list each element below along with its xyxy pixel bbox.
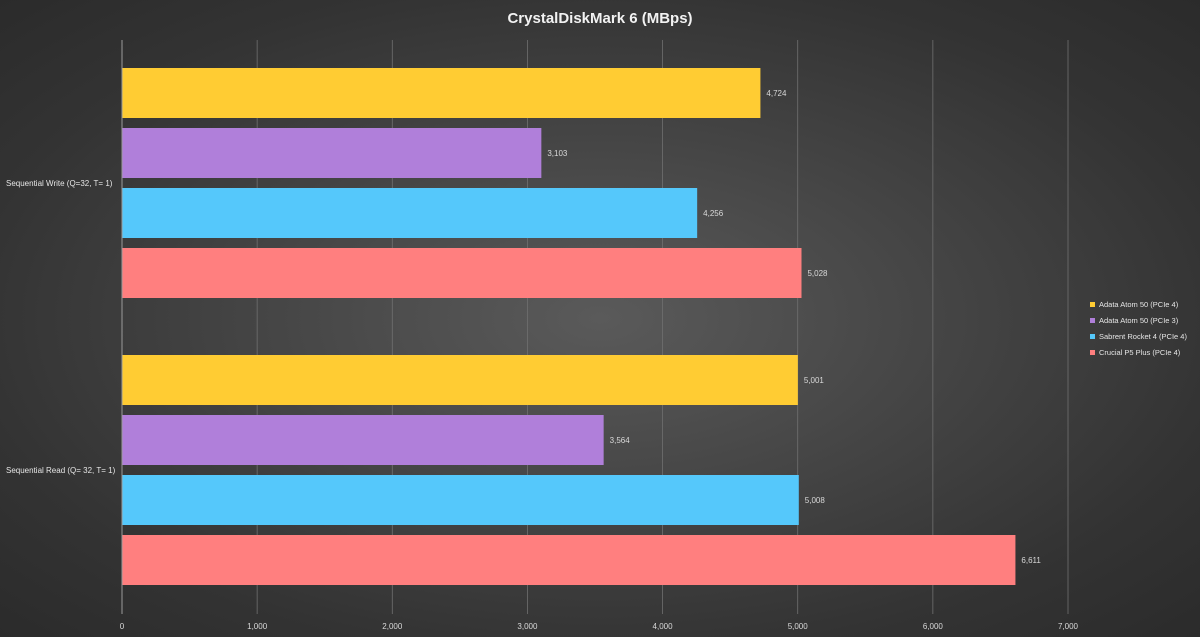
x-tick-label: 4,000 — [653, 622, 674, 631]
bar — [122, 535, 1016, 585]
bar — [122, 355, 798, 405]
category-labels: Sequential Write (Q=32, T= 1) Sequential … — [6, 179, 116, 475]
data-label: 5,028 — [807, 269, 828, 278]
x-tick-label: 0 — [120, 622, 125, 631]
grid-lines — [256, 40, 1069, 614]
x-tick-label: 6,000 — [923, 622, 944, 631]
category-label: Sequential Write (Q=32, T= 1) — [6, 179, 113, 188]
x-tick-label: 3,000 — [517, 622, 538, 631]
data-labels: 4,724 3,103 4,256 5,028 5,001 3,564 5,008 6,611 — [547, 89, 1041, 565]
legend-label: Adata Atom 50 (PCIe 4) — [1099, 300, 1179, 309]
x-axis-ticks: 0 1,000 2,000 3,000 4,000 5,000 6,000 7,000 — [120, 622, 1079, 631]
bar — [122, 248, 802, 298]
legend-swatch — [1090, 334, 1095, 339]
data-label: 6,611 — [1021, 556, 1041, 565]
x-tick-label: 1,000 — [247, 622, 268, 631]
data-label: 4,724 — [766, 89, 787, 98]
data-label: 5,001 — [804, 376, 825, 385]
bar — [122, 475, 799, 525]
data-label: 3,564 — [610, 436, 631, 445]
bars — [122, 68, 1016, 585]
legend-label: Crucial P5 Plus (PCIe 4) — [1099, 348, 1181, 357]
bar — [122, 188, 698, 238]
data-label: 5,008 — [805, 496, 826, 505]
legend-swatch — [1090, 350, 1095, 355]
data-label: 4,256 — [703, 209, 724, 218]
bar — [122, 128, 542, 178]
data-label: 3,103 — [547, 149, 568, 158]
chart-title: CrystalDiskMark 6 (MBps) — [507, 10, 692, 27]
legend: Adata Atom 50 (PCIe 4) Adata Atom 50 (PCI… — [1090, 300, 1187, 357]
x-tick-label: 2,000 — [382, 622, 403, 631]
legend-label: Adata Atom 50 (PCIe 3) — [1099, 316, 1179, 325]
x-tick-label: 5,000 — [788, 622, 809, 631]
legend-label: Sabrent Rocket 4 (PCIe 4) — [1099, 332, 1187, 341]
legend-swatch — [1090, 318, 1095, 323]
x-tick-label: 7,000 — [1058, 622, 1079, 631]
bar — [122, 68, 761, 118]
legend-swatch — [1090, 302, 1095, 307]
category-label: Sequential Read (Q= 32, T= 1) — [6, 466, 116, 475]
bar — [122, 415, 604, 465]
